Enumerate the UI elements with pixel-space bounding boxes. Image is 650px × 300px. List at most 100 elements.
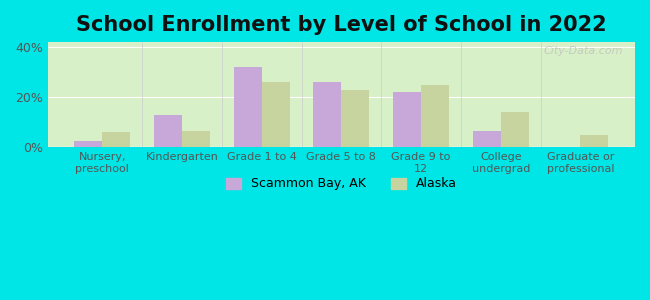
- Bar: [47, 52, 635, 146]
- Bar: [47, 82, 635, 146]
- Bar: [47, 42, 635, 146]
- Bar: [47, 61, 635, 146]
- Bar: [47, 55, 635, 146]
- Bar: [47, 66, 635, 146]
- Bar: [47, 104, 635, 147]
- Bar: [47, 46, 635, 146]
- Bar: [262, 82, 289, 147]
- Bar: [47, 99, 635, 147]
- Bar: [421, 85, 449, 147]
- Bar: [47, 122, 635, 147]
- Bar: [47, 142, 635, 147]
- Bar: [47, 44, 635, 146]
- Bar: [47, 50, 635, 146]
- Bar: [47, 96, 635, 147]
- Bar: [47, 58, 635, 146]
- Bar: [154, 115, 182, 147]
- Bar: [47, 97, 635, 147]
- Bar: [47, 112, 635, 147]
- Bar: [47, 71, 635, 146]
- Bar: [47, 106, 635, 147]
- Bar: [47, 84, 635, 146]
- Bar: [47, 107, 635, 147]
- Legend: Scammon Bay, AK, Alaska: Scammon Bay, AK, Alaska: [221, 172, 462, 196]
- Bar: [47, 105, 635, 147]
- Bar: [47, 102, 635, 147]
- Bar: [47, 52, 635, 146]
- Bar: [47, 75, 635, 146]
- Bar: [47, 50, 635, 146]
- Bar: [47, 74, 635, 146]
- Bar: [47, 87, 635, 146]
- Bar: [47, 57, 635, 146]
- Bar: [75, 141, 102, 147]
- Bar: [47, 128, 635, 147]
- Bar: [47, 134, 635, 147]
- Bar: [47, 124, 635, 147]
- Bar: [47, 56, 635, 146]
- Bar: [47, 130, 635, 147]
- Bar: [47, 126, 635, 147]
- Bar: [47, 83, 635, 146]
- Bar: [47, 62, 635, 146]
- Bar: [47, 45, 635, 146]
- Text: City-Data.com: City-Data.com: [544, 46, 623, 56]
- Bar: [47, 136, 635, 147]
- Bar: [47, 90, 635, 147]
- Bar: [47, 43, 635, 146]
- Bar: [47, 123, 635, 147]
- Bar: [47, 141, 635, 147]
- Bar: [500, 112, 528, 147]
- Bar: [473, 131, 501, 147]
- Bar: [234, 67, 262, 147]
- Bar: [47, 120, 635, 147]
- Bar: [47, 134, 635, 147]
- Bar: [47, 121, 635, 147]
- Bar: [47, 59, 635, 146]
- Bar: [47, 54, 635, 146]
- Bar: [47, 47, 635, 146]
- Bar: [47, 131, 635, 147]
- Bar: [47, 88, 635, 147]
- Bar: [47, 63, 635, 146]
- Bar: [47, 132, 635, 147]
- Bar: [47, 89, 635, 147]
- Bar: [47, 70, 635, 146]
- Bar: [47, 113, 635, 147]
- Bar: [102, 132, 130, 147]
- Bar: [47, 118, 635, 147]
- Bar: [47, 94, 635, 147]
- Bar: [47, 100, 635, 147]
- Bar: [47, 146, 635, 147]
- Bar: [47, 109, 635, 147]
- Bar: [47, 136, 635, 147]
- Bar: [182, 131, 210, 147]
- Bar: [341, 90, 369, 147]
- Bar: [47, 92, 635, 147]
- Bar: [47, 98, 635, 147]
- Bar: [313, 82, 341, 147]
- Bar: [47, 92, 635, 147]
- Bar: [47, 116, 635, 147]
- Bar: [47, 68, 635, 146]
- Bar: [47, 65, 635, 146]
- Bar: [47, 110, 635, 147]
- Bar: [47, 117, 635, 147]
- Bar: [47, 145, 635, 147]
- Bar: [47, 78, 635, 146]
- Bar: [47, 94, 635, 147]
- Bar: [47, 48, 635, 146]
- Bar: [47, 81, 635, 146]
- Bar: [47, 77, 635, 146]
- Bar: [47, 79, 635, 146]
- Bar: [47, 144, 635, 147]
- Bar: [47, 119, 635, 147]
- Bar: [47, 67, 635, 146]
- Title: School Enrollment by Level of School in 2022: School Enrollment by Level of School in …: [76, 15, 606, 35]
- Bar: [393, 92, 421, 147]
- Bar: [47, 129, 635, 147]
- Bar: [47, 85, 635, 146]
- Bar: [47, 73, 635, 146]
- Bar: [580, 135, 608, 147]
- Bar: [47, 80, 635, 146]
